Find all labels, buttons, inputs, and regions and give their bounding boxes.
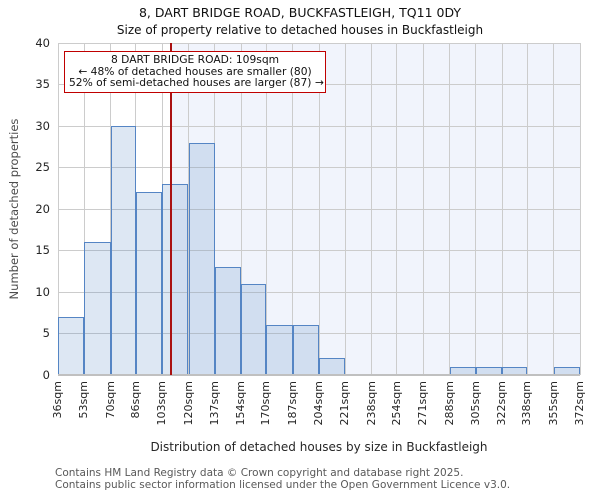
x-tick-label: 204sqm bbox=[312, 381, 325, 426]
y-tick-label: 10 bbox=[35, 284, 50, 299]
y-tick-label: 40 bbox=[35, 35, 50, 50]
gridline-horizontal bbox=[58, 125, 580, 127]
x-tick-label: 86sqm bbox=[128, 381, 142, 419]
x-tick-label: 338sqm bbox=[520, 381, 534, 426]
y-tick-label: 30 bbox=[35, 118, 50, 133]
histogram-bar bbox=[84, 242, 111, 375]
histogram-bar bbox=[214, 267, 242, 375]
property-size-marker-line bbox=[170, 43, 173, 375]
x-tick-label: 372sqm bbox=[573, 381, 586, 426]
gridline-horizontal bbox=[58, 250, 580, 251]
gridline-horizontal bbox=[58, 167, 580, 168]
gridline-vertical bbox=[579, 43, 581, 375]
x-tick-label: 221sqm bbox=[338, 381, 352, 426]
x-axis-label: Distribution of detached houses by size … bbox=[150, 440, 488, 454]
y-tick-label: 0 bbox=[42, 367, 50, 382]
x-tick-label: 271sqm bbox=[416, 381, 430, 426]
x-tick-label: 36sqm bbox=[51, 381, 64, 419]
gridline-horizontal bbox=[58, 333, 580, 334]
histogram-bar bbox=[58, 316, 85, 375]
x-axis-line bbox=[58, 374, 580, 376]
annotation-line-2: ← 48% of detached houses are smaller (80… bbox=[78, 64, 312, 78]
x-tick-label: 53sqm bbox=[77, 381, 91, 419]
y-tick-label: 35 bbox=[35, 77, 50, 91]
y-tick-label: 25 bbox=[35, 160, 50, 174]
histogram-bar bbox=[266, 325, 293, 375]
chart-title: 8, DART BRIDGE ROAD, BUCKFASTLEIGH, TQ11… bbox=[138, 5, 462, 20]
histogram-bar bbox=[241, 283, 267, 375]
footer-attribution-line-2: Contains public sector information licen… bbox=[55, 479, 511, 491]
x-tick-label: 137sqm bbox=[207, 381, 221, 426]
x-tick-label: 170sqm bbox=[259, 381, 273, 426]
x-tick-label: 254sqm bbox=[389, 381, 403, 426]
histogram-bar bbox=[162, 184, 189, 375]
x-tick-label: 187sqm bbox=[285, 381, 299, 426]
x-tick-label: 154sqm bbox=[234, 381, 248, 426]
x-tick-label: 103sqm bbox=[155, 381, 169, 426]
plot-area: 8 DART BRIDGE ROAD: 109sqm ← 48% of deta… bbox=[57, 42, 581, 376]
x-tick-label: 120sqm bbox=[181, 381, 195, 426]
y-tick-label: 20 bbox=[35, 201, 50, 216]
gridline-horizontal bbox=[58, 291, 580, 293]
y-tick-label: 5 bbox=[42, 326, 50, 340]
histogram-bar bbox=[110, 126, 136, 375]
x-tick-label: 355sqm bbox=[546, 381, 560, 426]
histogram-bar bbox=[292, 325, 319, 375]
x-tick-label: 238sqm bbox=[364, 381, 378, 426]
x-tick-label: 305sqm bbox=[468, 381, 482, 426]
x-tick-label: 70sqm bbox=[103, 381, 117, 419]
gridline-horizontal bbox=[58, 42, 580, 44]
gridline-horizontal bbox=[58, 208, 580, 210]
y-tick-label: 15 bbox=[35, 243, 50, 257]
chart-subtitle: Size of property relative to detached ho… bbox=[116, 23, 484, 37]
footer-attribution-line-1: Contains HM Land Registry data © Crown c… bbox=[55, 467, 464, 479]
annotation-box: 8 DART BRIDGE ROAD: 109sqm ← 48% of deta… bbox=[64, 51, 326, 93]
annotation-line-3: 52% of semi-detached houses are larger (… bbox=[69, 76, 324, 90]
annotation-line-1: 8 DART BRIDGE ROAD: 109sqm bbox=[110, 53, 280, 66]
x-tick-label: 288sqm bbox=[442, 381, 456, 426]
histogram-bar bbox=[188, 142, 215, 375]
x-tick-label: 322sqm bbox=[495, 381, 509, 426]
histogram-bar bbox=[319, 358, 346, 375]
histogram-bar bbox=[135, 192, 163, 375]
